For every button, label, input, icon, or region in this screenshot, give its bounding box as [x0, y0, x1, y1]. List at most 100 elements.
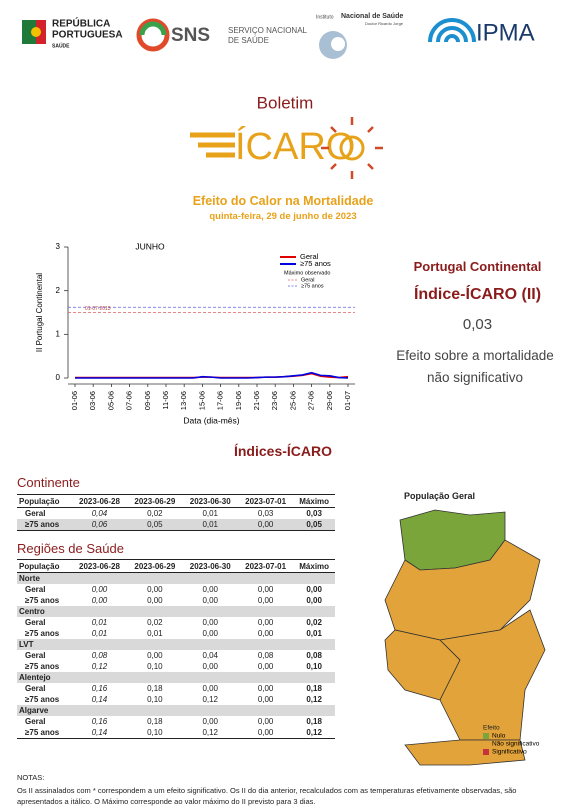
x-tick-label: 13-06 — [179, 391, 188, 410]
table-cell: 0,14 — [71, 727, 128, 739]
table-cell: ≥75 anos — [25, 596, 60, 605]
table-cell: 0,00 — [202, 618, 219, 627]
table-cell: Geral — [25, 618, 46, 627]
column-header: 2023-07-01 — [237, 494, 294, 508]
sns-line1: SERVIÇO NACIONAL — [228, 26, 308, 35]
x-tick-label: 01-07 — [343, 391, 352, 410]
table-cell: 0,03 — [257, 509, 274, 518]
table-cell: 0,00 — [306, 585, 322, 594]
column-header: 2023-06-29 — [127, 559, 183, 573]
table-cell: 0,10 — [147, 662, 163, 671]
table-cell: 0,00 — [147, 596, 163, 605]
table-cell: 0,02 — [147, 618, 163, 627]
icaro-logo: Boletim ÍCARO — [190, 93, 383, 179]
table-row: ≥75 anos 0,01 0,01 0,00 0,00 0,01 — [17, 628, 335, 639]
table-cell: 0,00 — [257, 629, 274, 638]
table-cell: 0,12 — [182, 727, 238, 739]
group-name: Algarve — [17, 705, 335, 716]
x-tick-label: 15-06 — [197, 391, 206, 410]
sns-text: SNS — [171, 25, 210, 46]
regioes-table: População 2023-06-28 2023-06-29 2023-06-30 2… — [17, 559, 335, 739]
logo-stripes — [190, 132, 235, 158]
table-row: ≥75 anos 0,14 0,10 0,12 0,00 0,12 — [17, 694, 335, 705]
table-cell: 0,00 — [237, 727, 294, 739]
group-row: Centro — [17, 606, 335, 617]
sns-ring — [136, 18, 170, 52]
table-cell: 0,00 — [91, 596, 108, 605]
table-cell: 0,00 — [91, 585, 108, 594]
x-tick-label: 29-06 — [325, 391, 334, 410]
summary-value: 0,03 — [462, 316, 493, 333]
table-cell: 0,00 — [147, 651, 163, 660]
x-tick-label: 11-06 — [161, 391, 170, 410]
table-cell: 0,06 — [71, 519, 128, 531]
legend-label: ≥75 anos — [301, 283, 324, 289]
notes-text: Os II assinalados com * correspondem a u… — [17, 786, 517, 806]
table-cell: 0,00 — [202, 585, 219, 594]
ipma-arc — [444, 34, 460, 43]
column-header: 2023-06-30 — [182, 494, 238, 508]
logo-sun-rays — [321, 117, 383, 179]
summary-effect-2: não significativo — [426, 370, 524, 385]
table-row: ≥75 anos 0,12 0,10 0,00 0,00 0,10 — [17, 661, 335, 672]
x-tick-label: 01-06 — [70, 391, 79, 410]
sns-ring-top — [139, 21, 167, 36]
x-tick-label: 21-06 — [252, 391, 261, 410]
notes-title: NOTAS: — [17, 773, 45, 782]
table-cell: 0,00 — [257, 596, 274, 605]
table-cell: 0,08 — [91, 651, 108, 660]
data-line — [75, 371, 349, 379]
legend-label: Não significativo — [492, 741, 540, 748]
flag-emblem — [31, 27, 41, 37]
table-cell: 0,10 — [306, 662, 322, 671]
continente-table: População 2023-06-28 2023-06-29 2023-06-30 2… — [17, 494, 335, 531]
legend-swatch — [483, 741, 489, 747]
table-cell: ≥75 anos — [25, 695, 60, 704]
table-row: ≥75 anos 0,00 0,00 0,00 0,00 0,00 — [17, 595, 335, 606]
mortality-chart: 0 1 2 3 01-06 03-06 05-06 07-06 09-06 11-06 13-06 1… — [35, 241, 355, 425]
group-row: Norte — [17, 572, 335, 584]
header-row: População 2023-06-28 2023-06-29 2023-06-30 2… — [17, 494, 335, 508]
legend-label: ≥75 anos — [300, 259, 331, 268]
group-row: Algarve — [17, 705, 335, 716]
table-cell: 0,16 — [91, 717, 108, 726]
group-name: Norte — [17, 572, 335, 584]
table-cell: 0,12 — [91, 662, 108, 671]
table-cell: Geral — [25, 509, 46, 518]
x-axis-label: Data (dia-mês) — [183, 415, 239, 425]
legend-swatch — [483, 733, 489, 739]
bulletin-brand: ÍCARO — [235, 125, 355, 168]
table-cell: 0,01 — [147, 629, 163, 638]
legend-subtitle: Máximo observado — [284, 270, 330, 276]
x-tick-label: 19-06 — [234, 391, 243, 410]
column-header: 2023-06-28 — [71, 559, 128, 573]
table-cell: ≥75 anos — [17, 519, 72, 531]
table-cell: 0,00 — [202, 596, 219, 605]
ipma-arc — [428, 18, 476, 43]
table-cell: 0,18 — [147, 684, 163, 693]
y-tick-label: 0 — [56, 373, 61, 382]
column-header: 2023-06-29 — [127, 494, 183, 508]
legend-swatch — [483, 749, 489, 755]
chart-title: JUNHO — [135, 241, 165, 251]
table-cell: 0,16 — [91, 684, 108, 693]
logo-sun — [339, 135, 365, 161]
table-cell: 0,00 — [257, 662, 274, 671]
table-cell: 0,00 — [147, 585, 163, 594]
map-region-alentejo — [439, 609, 546, 741]
table-row: ≥75 anos 0,06 0,05 0,01 0,00 0,05 — [17, 519, 335, 531]
table-cell: 0,04 — [202, 651, 219, 660]
y-tick-label: 3 — [56, 242, 61, 251]
legend-label: Nulo — [492, 733, 506, 740]
table-cell: 0,18 — [306, 717, 322, 726]
legend-label: Geral — [301, 277, 314, 283]
table-cell: 0,12 — [306, 695, 322, 704]
table-cell: 0,02 — [306, 618, 322, 627]
table-row: Geral 0,04 0,02 0,01 0,03 0,03 — [17, 508, 335, 520]
insa-pre: Instituto — [316, 14, 334, 20]
table-cell: 0,00 — [257, 684, 274, 693]
table-cell: 0,00 — [237, 519, 294, 531]
group-name: Alentejo — [17, 672, 335, 683]
table-row: Geral 0,08 0,00 0,04 0,08 0,08 — [17, 650, 335, 661]
regioes-title: Regiões de Saúde — [17, 541, 124, 556]
